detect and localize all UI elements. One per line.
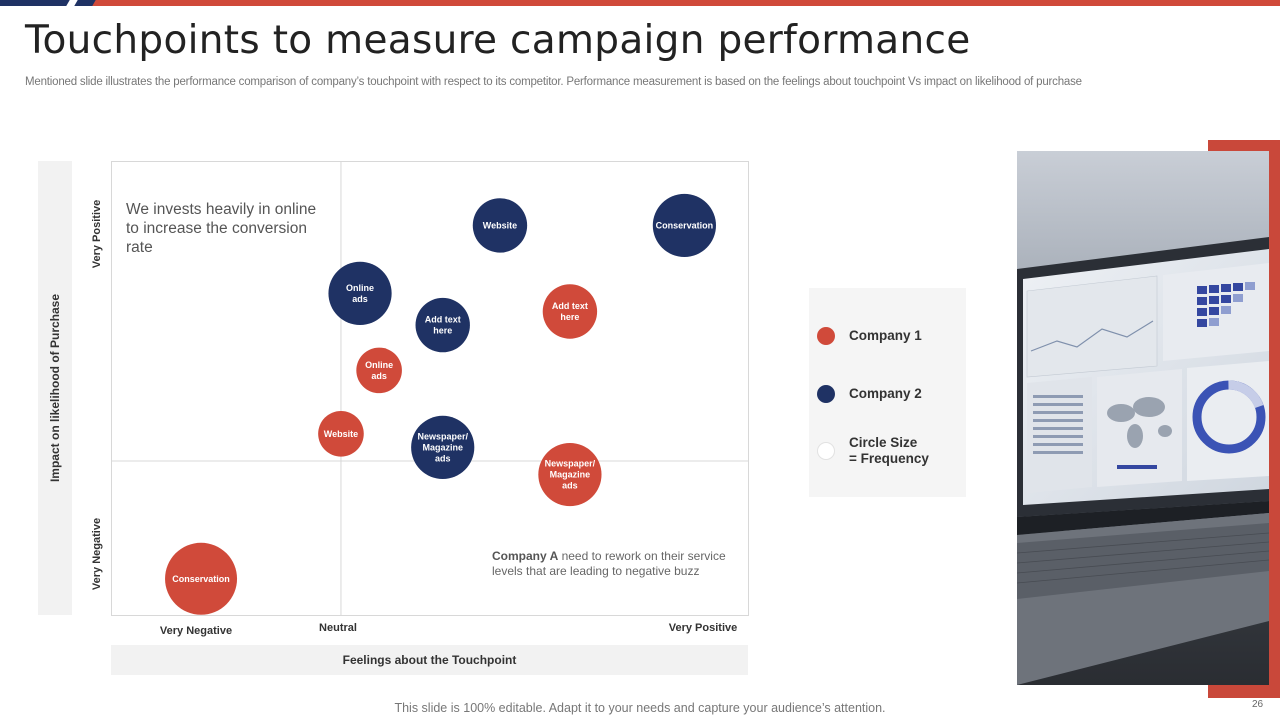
bubble-company-1-1 — [356, 347, 402, 394]
legend-label-company-2: Company 2 — [849, 386, 922, 401]
annotation-company-a-text: need to rework on their service levels t… — [492, 549, 726, 578]
bubble-label-company-2-2: Online ads — [346, 283, 374, 304]
top-accent-navy — [0, 0, 70, 6]
bubble-company-2-4 — [411, 415, 475, 479]
legend-item-company-2: Company 2 — [817, 385, 922, 403]
bubble-company-2-2 — [328, 261, 392, 325]
bubble-chart-plot-area: Add text here Online ads Website Newspaper/Ma… — [111, 161, 749, 616]
bubble-company-2-1 — [652, 193, 717, 258]
annotation-online-investment: We invests heavily in online to increase… — [126, 201, 317, 256]
bubble-company-1-0 — [542, 284, 598, 339]
bubble-label-company-1-3: Newspaper/Magazine ads — [545, 459, 596, 491]
annotation-company-a: Company A need to rework on their servic… — [492, 549, 742, 578]
bubble-company-1-3 — [538, 442, 602, 507]
laptop-illustration — [1017, 151, 1269, 685]
bubble-label-company-2-4: Newspaper/Magazine ads — [417, 432, 468, 464]
legend-dot-circle-size — [817, 442, 835, 460]
slide-subtitle: Mentioned slide illustrates the performa… — [25, 76, 1082, 88]
x-tick-very-positive: Very Positive — [668, 622, 738, 634]
legend-label-circle-size: Circle Size = Frequency — [849, 435, 929, 466]
annotation-company-a-bold: Company A — [492, 549, 559, 563]
laptop-dashboard-photo — [1017, 151, 1269, 685]
page-number: 26 — [1252, 699, 1264, 710]
legend-dot-company-2 — [817, 385, 835, 403]
bubble-label-company-1-4: Conservation — [172, 574, 230, 584]
slide-title: Touchpoints to measure campaign performa… — [25, 18, 971, 63]
bubble-company-2-0 — [472, 198, 528, 253]
legend-item-circle-size: Circle Size = Frequency — [817, 435, 929, 467]
y-axis-label-panel — [38, 161, 72, 615]
legend-label-company-1: Company 1 — [849, 328, 922, 343]
top-accent-navy-stripe — [74, 0, 96, 6]
bubble-company-2-3 — [415, 297, 470, 353]
bubble-company-1-2 — [318, 411, 364, 457]
bubble-label-company-2-0: Website — [483, 221, 517, 231]
top-accent-bar — [0, 0, 1280, 6]
y-tick-very-positive: Very Positive — [91, 199, 103, 269]
y-tick-very-negative: Very Negative — [91, 517, 103, 591]
chart-legend: Company 1 Company 2 Circle Size = Freque… — [809, 288, 966, 497]
x-tick-neutral: Neutral — [319, 622, 357, 634]
bubble-label-company-1-0: Add text here — [552, 301, 588, 322]
x-tick-very-negative: Very Negative — [159, 625, 233, 637]
bubble-label-company-2-3: Add text here — [425, 315, 461, 336]
bubble-label-company-1-1: Online ads — [365, 360, 393, 381]
legend-item-company-1: Company 1 — [817, 327, 922, 345]
legend-dot-company-1 — [817, 327, 835, 345]
bubble-chart-svg: Add text here Online ads Website Newspaper/Ma… — [112, 162, 748, 615]
slide-footer: This slide is 100% editable. Adapt it to… — [394, 701, 886, 715]
bubble-label-company-1-2: Website — [324, 429, 358, 439]
y-axis-label: Impact on likelihood of Purchase — [48, 293, 62, 483]
x-axis-label: Feelings about the Touchpoint — [111, 645, 748, 675]
bubble-company-1-4 — [165, 542, 238, 615]
bubble-label-company-2-1: Conservation — [656, 221, 714, 231]
